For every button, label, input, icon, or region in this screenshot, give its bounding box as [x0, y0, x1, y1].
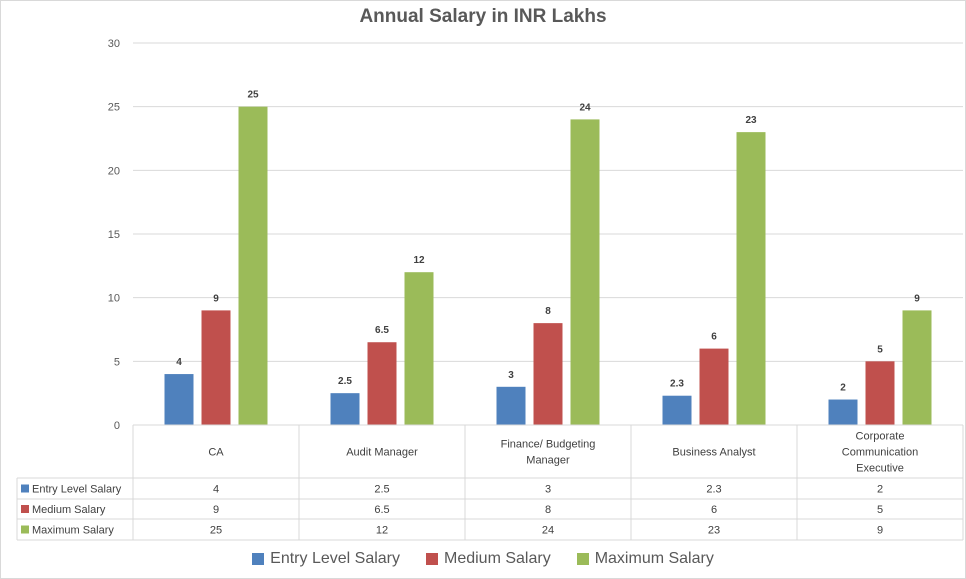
table-cell-value: 9	[213, 504, 219, 516]
table-series-name: Maximum Salary	[32, 525, 114, 537]
bar-medium	[699, 348, 729, 425]
x-category-label: Finance/ Budgeting	[501, 439, 596, 451]
table-cell-value: 12	[376, 525, 388, 537]
legend-label: Medium Salary	[444, 550, 551, 567]
table-series-name: Medium Salary	[32, 504, 106, 516]
legend-swatch	[576, 553, 589, 565]
data-label: 6	[711, 332, 717, 343]
bar-maximum	[736, 132, 766, 425]
table-cell-value: 2.5	[374, 484, 389, 496]
data-label: 4	[176, 357, 182, 368]
x-category-label: Corporate	[856, 431, 905, 443]
table-cell-value: 6	[711, 504, 717, 516]
y-tick-label: 25	[108, 102, 120, 114]
y-tick-label: 20	[108, 165, 120, 177]
bar-entry	[662, 395, 692, 425]
x-category-label: Manager	[526, 455, 570, 467]
data-label: 2.3	[670, 379, 684, 390]
bar-medium	[865, 361, 895, 425]
bar-entry	[164, 374, 194, 425]
table-cell-value: 5	[877, 504, 883, 516]
table-cell-value: 24	[542, 525, 554, 537]
table-cell-value: 8	[545, 504, 551, 516]
data-label: 5	[877, 344, 883, 355]
table-cell-value: 3	[545, 484, 551, 496]
bar-medium	[533, 323, 563, 425]
x-category-label: Executive	[856, 463, 904, 475]
data-label: 8	[545, 306, 551, 317]
legend-item: Maximum Salary	[576, 550, 714, 568]
table-cell-value: 25	[210, 525, 222, 537]
data-label: 9	[213, 293, 219, 304]
y-tick-label: 5	[114, 356, 120, 368]
x-category-label: Communication	[842, 447, 918, 459]
legend-swatch	[426, 553, 438, 565]
table-cell-value: 23	[708, 525, 720, 537]
table-legend-key	[21, 484, 29, 493]
table-cell-value: 9	[877, 525, 883, 537]
bar-maximum	[570, 119, 600, 426]
legend-label: Maximum Salary	[594, 550, 714, 567]
table-legend-key	[21, 505, 29, 513]
table-series-name: Entry Level Salary	[32, 484, 122, 496]
data-label: 3	[508, 370, 514, 381]
y-tick-label: 15	[108, 229, 120, 241]
y-tick-label: 30	[108, 38, 120, 50]
y-tick-label: 0	[114, 420, 120, 432]
data-label: 23	[745, 115, 757, 126]
legend-label: Entry Level Salary	[270, 550, 400, 567]
bar-maximum	[404, 272, 434, 425]
data-label: 24	[579, 102, 591, 113]
data-label: 2.5	[338, 376, 352, 387]
y-tick-label: 10	[108, 293, 120, 305]
legend-item: Medium Salary	[426, 550, 551, 568]
x-category-label: Business Analyst	[672, 447, 755, 459]
bar-entry	[496, 386, 526, 425]
legend-item: Entry Level Salary	[252, 550, 400, 568]
data-label: 2	[840, 383, 846, 394]
x-category-label: CA	[208, 447, 224, 459]
data-label: 9	[914, 293, 920, 304]
bar-entry	[330, 393, 360, 425]
x-category-label: Audit Manager	[346, 447, 418, 459]
data-label: 12	[413, 255, 425, 266]
table-cell-value: 6.5	[374, 504, 389, 516]
legend-swatch	[252, 553, 265, 565]
bar-entry	[828, 399, 858, 425]
legend: Entry Level Salary Medium Salary Maximum S…	[0, 550, 966, 568]
data-label: 6.5	[375, 325, 389, 336]
bar-maximum	[902, 310, 932, 425]
bar-maximum	[238, 106, 268, 426]
table-cell-value: 4	[213, 484, 219, 496]
table-cell-value: 2	[877, 484, 883, 496]
bar-medium	[367, 342, 397, 425]
data-label: 25	[247, 90, 259, 101]
bar-medium	[201, 310, 231, 425]
table-cell-value: 2.3	[706, 484, 721, 496]
chart-title: Annual Salary in INR Lakhs	[359, 6, 607, 27]
table-legend-key	[21, 525, 29, 534]
